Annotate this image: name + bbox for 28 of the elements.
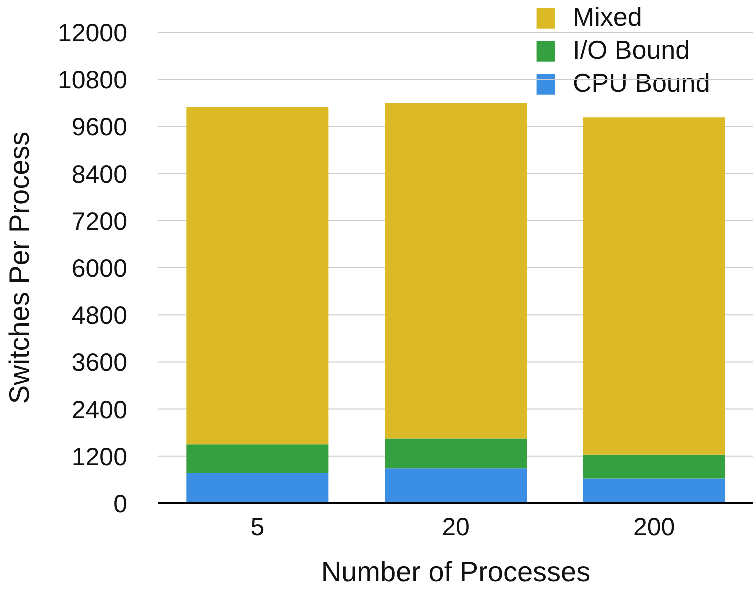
y-tick-label: 12000 <box>58 20 128 48</box>
y-tick-label: 1200 <box>72 443 128 472</box>
bar <box>583 118 726 455</box>
bar <box>583 478 726 504</box>
bar <box>583 454 726 479</box>
y-tick-label: 4800 <box>72 302 128 330</box>
legend-label: Mixed <box>573 2 642 33</box>
y-tick-label: 0 <box>114 490 128 518</box>
x-tick-label: 20 <box>442 514 470 542</box>
y-tick-label: 2400 <box>72 396 128 424</box>
bar <box>384 104 528 439</box>
bar <box>186 444 329 474</box>
bar <box>384 468 528 504</box>
y-tick-label: 6000 <box>72 255 128 283</box>
x-axis-title: Number of Processes <box>321 556 591 588</box>
bar <box>186 473 329 504</box>
y-tick-label: 10800 <box>58 66 128 95</box>
legend-label: CPU Bound <box>573 68 710 99</box>
bar <box>384 438 528 469</box>
y-tick-label: 7200 <box>72 208 128 236</box>
legend-label: I/O Bound <box>573 35 690 66</box>
y-tick-label: 9600 <box>72 114 128 142</box>
x-tick-label: 200 <box>633 514 676 542</box>
bar <box>186 107 329 445</box>
y-tick-label: 8400 <box>72 160 128 189</box>
y-tick-label: 3600 <box>72 349 128 378</box>
y-axis-title: Switches Per Process <box>4 132 35 404</box>
x-tick-label: 5 <box>250 514 265 542</box>
